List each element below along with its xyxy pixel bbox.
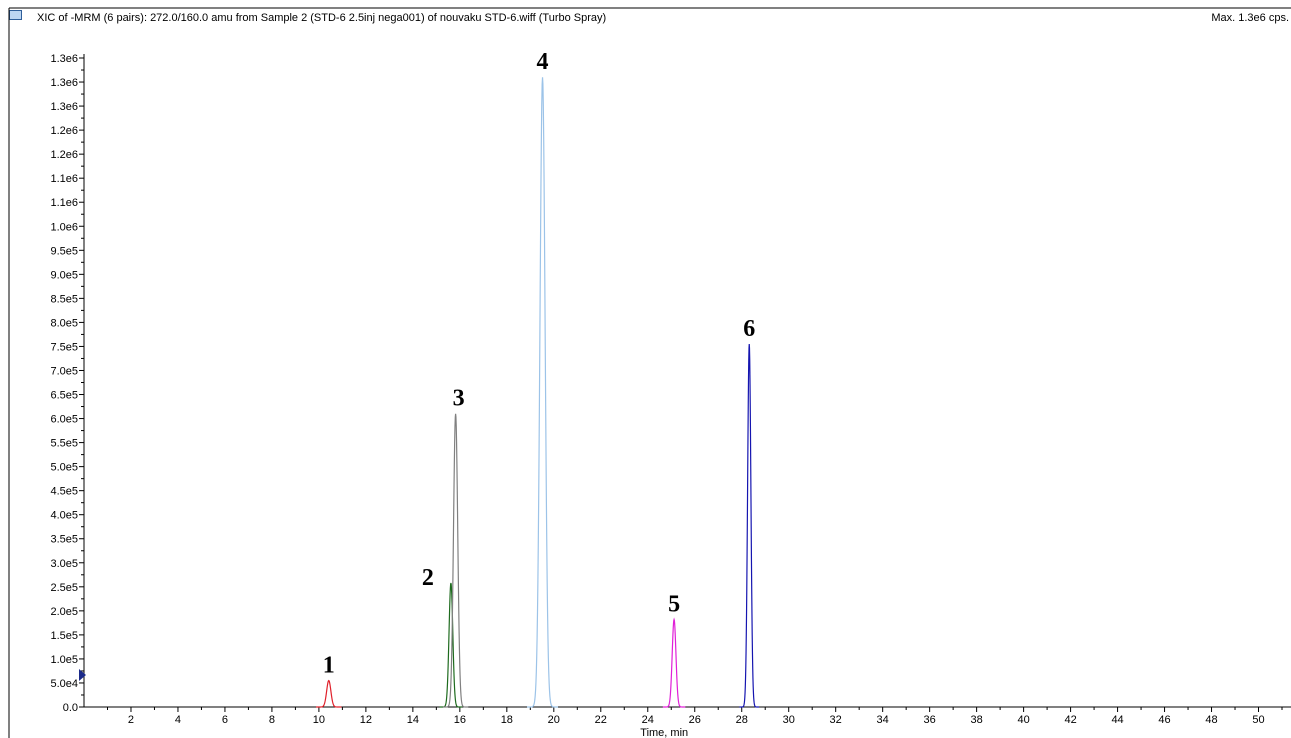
y-tick-label: 8.5e5 <box>50 293 78 305</box>
x-tick-label: 32 <box>830 714 842 726</box>
peak-trace-1 <box>316 679 342 708</box>
chart-title: XIC of -MRM (6 pairs): 272.0/160.0 amu f… <box>37 12 607 24</box>
max-intensity-label: Max. 1.3e6 cps. <box>1211 12 1289 24</box>
y-tick-label: 8.0e5 <box>50 317 78 329</box>
peak-label: 1 <box>323 653 335 679</box>
y-tick-label: 1.0e5 <box>50 654 78 666</box>
x-tick-label: 40 <box>1017 714 1029 726</box>
peak-label: 6 <box>743 316 755 342</box>
x-tick-label: 34 <box>877 714 889 726</box>
traces <box>316 77 760 708</box>
x-tick-label: 50 <box>1252 714 1264 726</box>
x-tick-label: 4 <box>175 714 181 726</box>
x-tick-label: 46 <box>1158 714 1170 726</box>
x-tick-label: 44 <box>1111 714 1123 726</box>
x-tick-label: 26 <box>689 714 701 726</box>
x-tick-label: 22 <box>595 714 607 726</box>
x-tick-label: 14 <box>407 714 419 726</box>
y-tick-label: 4.0e5 <box>50 510 78 522</box>
x-tick-label: 2 <box>128 714 134 726</box>
y-tick-label: 6.5e5 <box>50 390 78 402</box>
peak-trace-6 <box>739 344 760 708</box>
title-row: XIC of -MRM (6 pairs): 272.0/160.0 amu f… <box>0 0 1291 24</box>
y-tick-label: 1.1e6 <box>50 173 78 185</box>
peak-label: 3 <box>453 386 465 412</box>
peak-trace-3 <box>442 413 469 708</box>
x-tick-label: 38 <box>971 714 983 726</box>
x-tick-label: 12 <box>360 714 372 726</box>
y-tick-label: 1.1e6 <box>50 197 78 209</box>
y-tick-label: 1.2e6 <box>50 125 78 137</box>
x-tick-label: 48 <box>1205 714 1217 726</box>
y-tick-label: 1.0e6 <box>50 221 78 233</box>
y-tick-label: 9.0e5 <box>50 269 78 281</box>
peak-trace-5 <box>662 617 686 708</box>
y-tick-label: 1.3e6 <box>50 77 78 89</box>
x-tick-label: 36 <box>924 714 936 726</box>
y-tick-label: 7.0e5 <box>50 365 78 377</box>
y-tick-label: 3.0e5 <box>50 558 78 570</box>
x-tick-label: 16 <box>454 714 466 726</box>
baseline-marker-icon[interactable] <box>79 669 86 681</box>
y-tick-label: 1.5e5 <box>50 630 78 642</box>
x-tick-label: 30 <box>783 714 795 726</box>
x-tick-label: 28 <box>736 714 748 726</box>
y-tick-label: 5.0e4 <box>50 678 78 690</box>
y-tick-label: 2.5e5 <box>50 582 78 594</box>
x-tick-label: 42 <box>1064 714 1076 726</box>
y-tick-label: 2.0e5 <box>50 606 78 618</box>
y-tick-label: 1.3e6 <box>50 53 78 65</box>
peak-label: 2 <box>422 565 434 591</box>
y-tick-label: 9.5e5 <box>50 245 78 257</box>
y-tick-label: 4.5e5 <box>50 486 78 498</box>
axes: 0.0 5.0e4 1.0e5 1.5e5 2.0e5 2.5e5 3.0e5 3.5e5 4.… <box>50 53 1291 738</box>
x-tick-label: 18 <box>501 714 513 726</box>
peak-label: 4 <box>537 49 549 75</box>
y-tick-label: 5.0e5 <box>50 462 78 474</box>
y-tick-label: 6.0e5 <box>50 414 78 426</box>
x-tick-label: 20 <box>548 714 560 726</box>
x-tick-label: 10 <box>313 714 325 726</box>
x-tick-label: 24 <box>642 714 654 726</box>
y-tick-label: 3.5e5 <box>50 534 78 546</box>
y-tick-label: 0.0 <box>63 702 78 714</box>
y-tick-label: 5.5e5 <box>50 438 78 450</box>
peak-labels: 1 2 3 4 5 6 <box>323 49 755 678</box>
peak-trace-4 <box>527 77 559 708</box>
y-tick-label: 1.2e6 <box>50 149 78 161</box>
x-axis-title: Time, min <box>640 727 688 738</box>
x-tick-label: 6 <box>222 714 228 726</box>
peak-label: 5 <box>668 592 680 618</box>
y-tick-label: 1.3e6 <box>50 101 78 113</box>
x-tick-label: 8 <box>269 714 275 726</box>
y-tick-label: 7.5e5 <box>50 341 78 353</box>
